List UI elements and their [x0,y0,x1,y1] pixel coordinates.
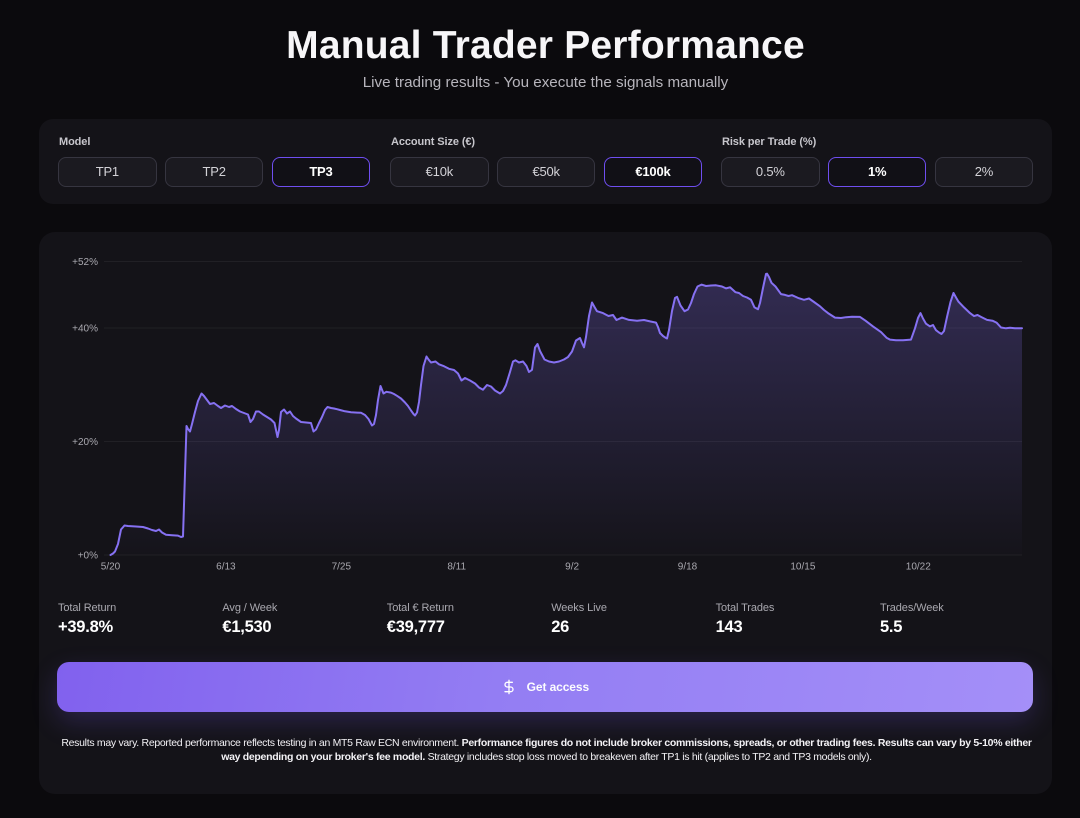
svg-text:8/11: 8/11 [447,562,466,573]
svg-text:5/20: 5/20 [101,562,121,573]
svg-text:+40%: +40% [72,324,98,335]
svg-text:+0%: +0% [78,551,98,562]
svg-text:+52%: +52% [72,257,98,268]
svg-text:10/15: 10/15 [790,562,815,573]
svg-text:6/13: 6/13 [216,562,236,573]
svg-text:+20%: +20% [72,437,98,448]
svg-text:7/25: 7/25 [332,562,352,573]
svg-text:9/18: 9/18 [678,562,698,573]
svg-text:9/2: 9/2 [565,562,579,573]
svg-text:10/22: 10/22 [906,562,931,573]
